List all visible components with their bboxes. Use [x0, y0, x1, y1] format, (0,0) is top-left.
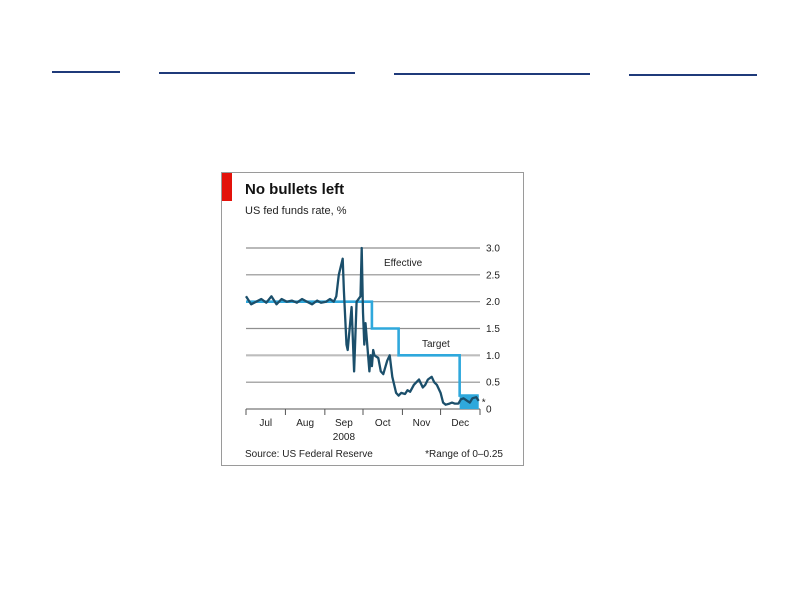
chart-subtitle: US fed funds rate, % — [245, 205, 347, 217]
chart-svg: 3.0 2.5 2.0 1.5 1.0 0.5 0 Jul Aug Sep Oct Nov Dec 200… — [245, 244, 500, 443]
target-range-marker: * — [482, 398, 486, 409]
target-series-line — [246, 300, 479, 397]
effective-label: Effective — [384, 258, 423, 269]
source-note: Source: US Federal Reserve — [245, 449, 373, 460]
header-rule-2 — [159, 72, 355, 74]
y-tick-label: 1.5 — [486, 324, 500, 335]
x-tick-label: Jul — [259, 418, 272, 429]
x-tick-label: Aug — [296, 418, 314, 429]
effective-series-line — [245, 246, 480, 406]
x-tick-label: Dec — [451, 418, 469, 429]
x-tick-label: Sep — [335, 418, 353, 429]
x-axis-year-label: 2008 — [333, 432, 356, 443]
chart-card: No bullets left US fed funds rate, % 3.0… — [221, 172, 524, 466]
y-tick-label: 0 — [486, 405, 492, 416]
y-tick-label: 1.0 — [486, 351, 500, 362]
header-rule-3 — [394, 73, 590, 75]
y-tick-label: 0.5 — [486, 378, 500, 389]
footnote: *Range of 0–0.25 — [425, 449, 503, 460]
y-tick-label: 2.0 — [486, 297, 500, 308]
target-label: Target — [422, 339, 450, 350]
header-rule-4 — [629, 74, 757, 76]
x-tick-label: Oct — [375, 418, 391, 429]
chart-title: No bullets left — [245, 181, 345, 198]
y-tick-label: 3.0 — [486, 244, 500, 255]
header-rule-1 — [52, 71, 120, 73]
y-tick-label: 2.5 — [486, 270, 500, 281]
x-tick-label: Nov — [413, 418, 431, 429]
red-tab — [222, 173, 232, 201]
